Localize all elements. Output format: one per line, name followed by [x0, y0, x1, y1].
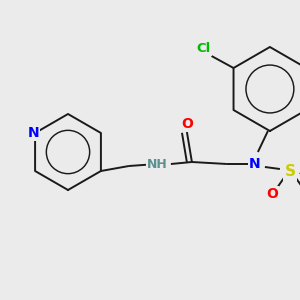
- Text: O: O: [266, 187, 278, 201]
- Text: O: O: [181, 117, 193, 131]
- Text: S: S: [284, 164, 296, 179]
- Text: N: N: [249, 157, 261, 171]
- Text: Cl: Cl: [196, 41, 211, 55]
- Text: NH: NH: [146, 158, 167, 170]
- Text: N: N: [27, 126, 39, 140]
